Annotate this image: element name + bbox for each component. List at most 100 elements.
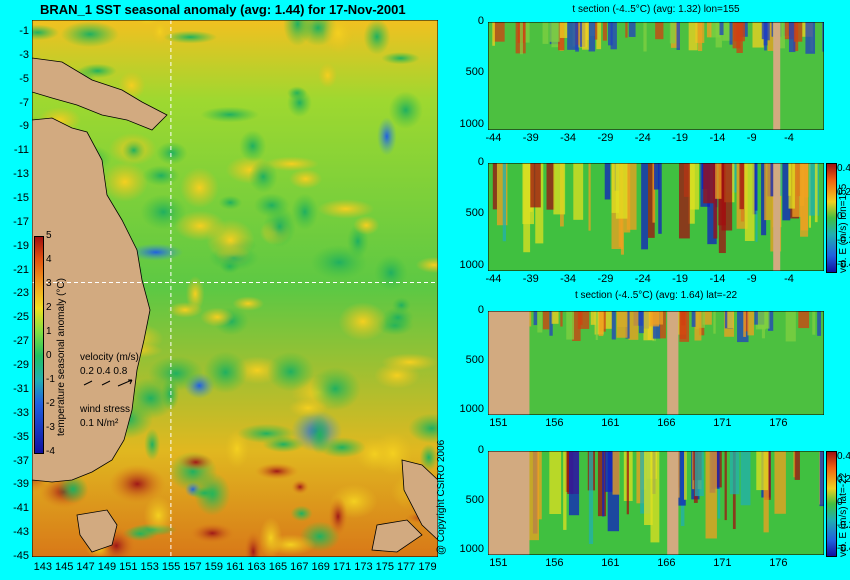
section-x-tick-label: 156: [545, 417, 564, 429]
section-feature: [566, 311, 575, 340]
section-feature: [530, 163, 541, 208]
section-feature: [542, 311, 550, 330]
section-feature: [740, 451, 751, 506]
section-3-plot[interactable]: [488, 311, 824, 415]
section-feature: [709, 22, 721, 38]
map-y-tick-label: -19: [13, 239, 29, 252]
section-x-tick-label: -29: [597, 132, 614, 144]
section-x-tick-label: -9: [746, 273, 757, 285]
section-feature: [679, 311, 687, 339]
section-colorbar: [826, 163, 837, 273]
anomaly-blob: [288, 398, 328, 418]
map-y-tick-label: -37: [13, 454, 29, 467]
anomaly-blob: [185, 275, 205, 312]
section-x-tick-label: -24: [634, 132, 651, 144]
section-colorbar-tick: 0: [837, 211, 843, 222]
section-feature: [705, 451, 717, 539]
section-x-tick-label: 176: [769, 417, 788, 429]
section-land-mask: [667, 451, 679, 555]
section-feature: [588, 163, 591, 231]
section-feature: [793, 451, 796, 478]
section-feature: [533, 311, 538, 326]
section-feature: [719, 22, 724, 36]
anomaly-blob: [317, 437, 367, 458]
map-colorbar-tick: 2: [46, 302, 52, 313]
section-1-plot[interactable]: [488, 22, 824, 130]
section-feature: [573, 163, 584, 220]
section-feature: [694, 311, 702, 341]
map-y-tick-label: -35: [13, 430, 29, 443]
section-y-tick-label: 500: [465, 207, 484, 220]
section-x-tick-label: 166: [657, 557, 676, 569]
anomaly-blob: [419, 443, 438, 471]
section-feature: [729, 22, 733, 45]
anomaly-blob: [32, 24, 60, 41]
section-y-tick-label: 1000: [459, 117, 484, 130]
anomaly-blob: [101, 162, 149, 202]
section-colorbar-tick: -0.2: [837, 235, 850, 246]
section-feature: [602, 451, 605, 517]
section-feature: [793, 22, 803, 42]
anomaly-blob: [328, 496, 348, 537]
anomaly-blob: [140, 194, 187, 230]
section-feature: [577, 311, 590, 329]
map-y-tick-label: -11: [13, 144, 29, 157]
section-feature: [568, 451, 580, 516]
section-feature: [638, 311, 644, 334]
map-y-tick-label: -21: [13, 263, 29, 276]
anomaly-blob: [178, 453, 214, 471]
anomaly-blob: [308, 414, 331, 455]
section-feature: [754, 163, 758, 211]
section-land-mask: [488, 311, 530, 415]
section-feature: [697, 22, 703, 52]
section-x-tick-label: -44: [485, 273, 502, 285]
section-feature: [616, 311, 628, 338]
section-feature: [579, 311, 583, 325]
new-zealand-south-landmass: [371, 519, 423, 553]
anomaly-blob: [248, 160, 278, 194]
sst-anomaly-map[interactable]: [32, 20, 438, 557]
section-feature: [767, 22, 775, 51]
section-feature: [722, 22, 733, 41]
section-colorbar-tick: 0: [837, 497, 843, 508]
anomaly-blob: [377, 117, 397, 156]
anomaly-blob: [203, 351, 248, 394]
anomaly-blob: [291, 193, 319, 231]
section-feature: [655, 22, 664, 40]
section-x-tick-label: 151: [489, 417, 508, 429]
section-feature: [595, 311, 598, 341]
map-y-tick-label: -33: [13, 406, 29, 419]
anomaly-blob: [200, 307, 235, 327]
map-colorbar-tick: -2: [46, 398, 55, 409]
png-landmass: [32, 57, 168, 131]
section-feature: [669, 22, 676, 44]
section-x-tick-label: -34: [560, 273, 577, 285]
section-feature: [563, 451, 567, 530]
anomaly-blob: [180, 167, 219, 209]
section-feature: [715, 22, 722, 48]
section-feature: [788, 163, 795, 209]
tasmania-landmass: [76, 509, 118, 553]
section-feature: [649, 311, 660, 327]
section-feature: [626, 163, 637, 230]
section-feature: [819, 451, 824, 507]
section-x-tick-label: 151: [489, 557, 508, 569]
map-x-tick-label: 151: [119, 561, 138, 573]
section-x-tick-label: 161: [601, 417, 620, 429]
map-y-tick-label: -5: [19, 72, 29, 85]
section-colorbar: [826, 451, 837, 557]
section-feature: [597, 451, 607, 517]
section-feature: [739, 163, 744, 210]
section-feature: [598, 311, 604, 337]
map-y-tick-label: -17: [13, 215, 29, 228]
section-feature: [794, 451, 800, 480]
australia-landmass: [32, 117, 151, 483]
map-y-tick-label: -27: [13, 335, 29, 348]
anomaly-blob: [122, 139, 146, 161]
map-colorbar-tick: -4: [46, 446, 55, 457]
section-2-plot[interactable]: [488, 163, 824, 271]
section-4-plot[interactable]: [488, 451, 824, 555]
anomaly-blob: [353, 215, 380, 235]
section-land-mask: [667, 311, 679, 415]
section-feature: [567, 22, 579, 50]
